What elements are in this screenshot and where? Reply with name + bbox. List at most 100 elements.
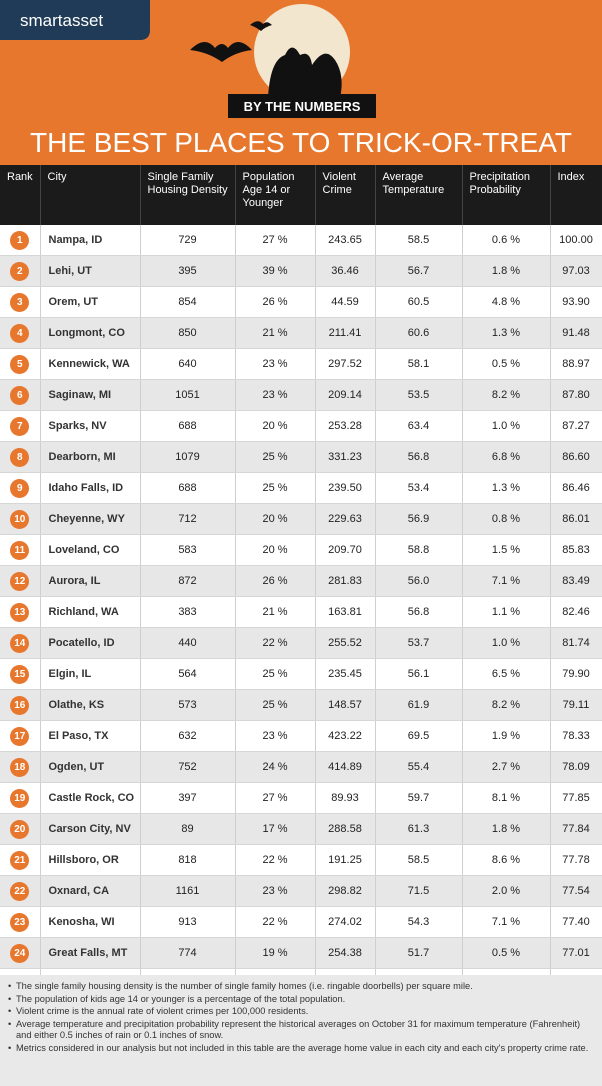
column-header: Single Family Housing Density [140, 165, 236, 225]
value-cell: 26 % [235, 286, 316, 318]
value-cell: 1.8 % [462, 813, 551, 845]
value-cell: 79.90 [550, 658, 602, 690]
value-cell: 89.93 [315, 782, 376, 814]
table-row: 14 Pocatello, ID 440 22 % 255.52 53.7 1.0 % 81.… [0, 627, 602, 659]
banner-text: BY THE NUMBERS [244, 99, 361, 114]
header: smartasset BY THE NUMBERS THE BEST PLACE… [0, 0, 602, 165]
value-cell: 63.4 [375, 410, 463, 442]
column-header: Rank [0, 165, 41, 225]
table-row: 20 Carson City, NV 89 17 % 288.58 61.3 1.8 % 77… [0, 813, 602, 845]
value-cell: 82.46 [550, 596, 602, 628]
value-cell: 44.59 [315, 286, 376, 318]
value-cell: 56.7 [375, 255, 463, 287]
rank-cell: 10 [0, 503, 41, 535]
value-cell: 60.6 [375, 317, 463, 349]
value-cell: 235.45 [315, 658, 376, 690]
value-cell: 818 [140, 844, 236, 876]
value-cell: 88.97 [550, 348, 602, 380]
rank-badge: 23 [10, 912, 30, 932]
value-cell: 752 [140, 751, 236, 783]
rank-badge: 21 [10, 850, 30, 870]
table-row: 11 Loveland, CO 583 20 % 209.70 58.8 1.5 % 85.8… [0, 534, 602, 566]
value-cell: 729 [140, 225, 236, 256]
rank-badge: 1 [10, 230, 30, 250]
value-cell: 1079 [140, 441, 236, 473]
value-cell: 24 % [235, 751, 316, 783]
value-cell: 288.58 [315, 813, 376, 845]
rank-badge: 24 [10, 943, 30, 963]
rank-badge: 5 [10, 354, 30, 374]
value-cell: 87.27 [550, 410, 602, 442]
value-cell: 22 % [235, 906, 316, 938]
silhouette [268, 47, 342, 98]
table-row: 2 Lehi, UT 395 39 % 36.46 56.7 1.8 % 97.03 [0, 255, 602, 287]
value-cell: 78.09 [550, 751, 602, 783]
value-cell: 27 % [235, 225, 316, 256]
rank-cell: 12 [0, 565, 41, 597]
column-header: Precipitation Probability [462, 165, 551, 225]
value-cell: 77.54 [550, 875, 602, 907]
value-cell: 53.5 [375, 379, 463, 411]
value-cell: 1.1 % [462, 596, 551, 628]
table-row: 10 Cheyenne, WY 712 20 % 229.63 56.9 0.8 % 86.0… [0, 503, 602, 535]
value-cell: 58.8 [375, 534, 463, 566]
table-row: 5 Kennewick, WA 640 23 % 297.52 58.1 0.5 % 88.9… [0, 348, 602, 380]
table-row: 1 Nampa, ID 729 27 % 243.65 58.5 0.6 % 100.00 [0, 225, 602, 256]
value-cell: 239.50 [315, 472, 376, 504]
rank-cell: 7 [0, 410, 41, 442]
value-cell: 0.5 % [462, 937, 551, 969]
value-cell: 77.40 [550, 906, 602, 938]
table-row: 18 Ogden, UT 752 24 % 414.89 55.4 2.7 % 78.09 [0, 751, 602, 783]
rank-badge: 18 [10, 757, 30, 777]
value-cell: 22 % [235, 844, 316, 876]
value-cell: 414.89 [315, 751, 376, 783]
value-cell: 86.01 [550, 503, 602, 535]
value-cell: 331.23 [315, 441, 376, 473]
footnote: Average temperature and precipitation pr… [8, 1019, 592, 1042]
value-cell: 21 % [235, 596, 316, 628]
value-cell: 87.80 [550, 379, 602, 411]
table-row: 16 Olathe, KS 573 25 % 148.57 61.9 8.2 % 79.11 [0, 689, 602, 721]
value-cell: 8.6 % [462, 844, 551, 876]
table-row: 19 Castle Rock, CO 397 27 % 89.93 59.7 8.1 % 77… [0, 782, 602, 814]
city-cell: Dearborn, MI [40, 441, 141, 473]
logo: smartasset [20, 11, 103, 30]
value-cell: 100.00 [550, 225, 602, 256]
rank-cell: 17 [0, 720, 41, 752]
footnotes: The single family housing density is the… [0, 975, 602, 1086]
rank-badge: 10 [10, 509, 30, 529]
value-cell: 297.52 [315, 348, 376, 380]
table-row: 15 Elgin, IL 564 25 % 235.45 56.1 6.5 % 79.90 [0, 658, 602, 690]
table-body: 1 Nampa, ID 729 27 % 243.65 58.5 0.6 % 100.00 2 L… [0, 225, 602, 1000]
value-cell: 69.5 [375, 720, 463, 752]
footnote: The single family housing density is the… [8, 981, 592, 993]
value-cell: 91.48 [550, 317, 602, 349]
value-cell: 79.11 [550, 689, 602, 721]
value-cell: 39 % [235, 255, 316, 287]
value-cell: 25 % [235, 441, 316, 473]
value-cell: 25 % [235, 658, 316, 690]
rank-badge: 7 [10, 416, 30, 436]
value-cell: 25 % [235, 689, 316, 721]
value-cell: 209.70 [315, 534, 376, 566]
rank-badge: 16 [10, 695, 30, 715]
value-cell: 83.49 [550, 565, 602, 597]
table-row: 13 Richland, WA 383 21 % 163.81 56.8 1.1 % 82.4… [0, 596, 602, 628]
value-cell: 27 % [235, 782, 316, 814]
value-cell: 274.02 [315, 906, 376, 938]
city-cell: Pocatello, ID [40, 627, 141, 659]
rank-cell: 24 [0, 937, 41, 969]
city-cell: Hillsboro, OR [40, 844, 141, 876]
value-cell: 8.1 % [462, 782, 551, 814]
rank-cell: 13 [0, 596, 41, 628]
value-cell: 23 % [235, 379, 316, 411]
value-cell: 1161 [140, 875, 236, 907]
rank-badge: 9 [10, 478, 30, 498]
value-cell: 253.28 [315, 410, 376, 442]
value-cell: 191.25 [315, 844, 376, 876]
table-row: 23 Kenosha, WI 913 22 % 274.02 54.3 7.1 % 77.40 [0, 906, 602, 938]
value-cell: 1051 [140, 379, 236, 411]
value-cell: 209.14 [315, 379, 376, 411]
value-cell: 61.3 [375, 813, 463, 845]
